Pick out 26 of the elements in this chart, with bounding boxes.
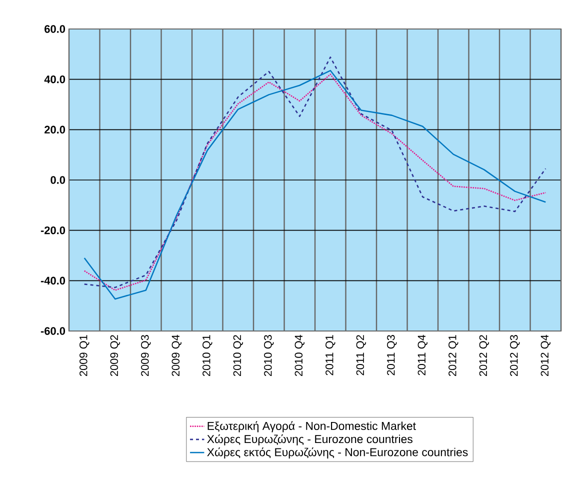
x-tick-label: 2012 Q1 xyxy=(448,335,458,376)
y-tick-label: -20.0 xyxy=(40,226,66,234)
y-tick-label: 0.0 xyxy=(50,176,66,184)
x-tick-label: 2009 Q4 xyxy=(172,334,182,376)
x-tick-label: 2012 Q3 xyxy=(510,335,520,376)
x-tick-label: 2010 Q3 xyxy=(264,335,274,376)
legend-label: Χώρες Ευρωζώνης - Eurozone countries xyxy=(207,434,412,446)
x-tick-label: 2011 Q2 xyxy=(356,335,366,376)
x-tick-label: 2012 Q4 xyxy=(540,334,550,376)
y-tick-label: -40.0 xyxy=(40,276,66,285)
x-tick-label: 2012 Q2 xyxy=(479,335,489,376)
x-tick-label: 2009 Q1 xyxy=(80,335,90,376)
x-tick-label: 2011 Q3 xyxy=(387,335,397,376)
x-tick-label: 2010 Q2 xyxy=(233,335,243,376)
x-tick-label: 2009 Q3 xyxy=(141,335,151,376)
y-tick-label: 40.0 xyxy=(44,75,66,84)
y-tick-label: 60.0 xyxy=(44,25,66,33)
x-tick-label: 2011 Q1 xyxy=(326,335,336,376)
legend-label: Χώρες εκτός Ευρωζώνης - Non-Eurozone countries xyxy=(207,447,468,458)
x-tick-label: 2010 Q4 xyxy=(294,334,304,376)
y-tick-label: -60.0 xyxy=(40,327,66,335)
x-tick-label: 2009 Q2 xyxy=(110,335,120,376)
x-tick-label: 2011 Q4 xyxy=(418,334,428,376)
y-tick-label: 20.0 xyxy=(44,126,66,134)
x-tick-label: 2010 Q1 xyxy=(202,335,212,376)
legend-label: Εξωτερική Αγορά - Non-Domestic Market xyxy=(208,421,416,432)
